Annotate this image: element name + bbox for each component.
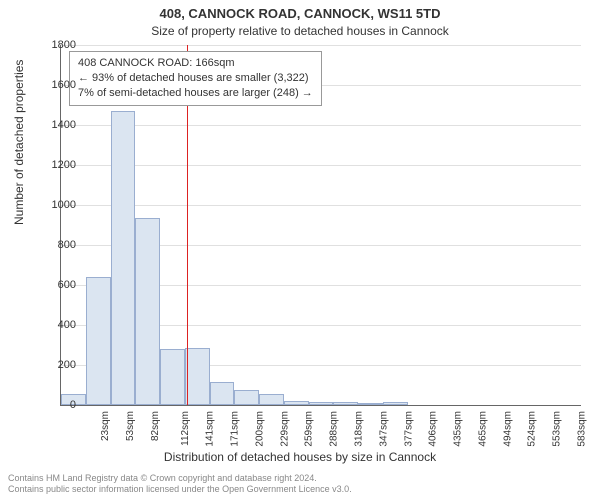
footer-line2: Contains public sector information licen… bbox=[8, 484, 352, 496]
x-tick-label: 406sqm bbox=[428, 411, 439, 447]
x-tick-label: 583sqm bbox=[576, 411, 587, 447]
histogram-bar bbox=[383, 402, 408, 405]
grid-line bbox=[61, 45, 581, 46]
grid-line bbox=[61, 125, 581, 126]
x-tick-label: 435sqm bbox=[453, 411, 464, 447]
x-tick-label: 141sqm bbox=[205, 411, 216, 447]
x-tick-label: 494sqm bbox=[502, 411, 513, 447]
histogram-bar bbox=[86, 277, 111, 405]
x-tick-label: 171sqm bbox=[230, 411, 241, 447]
y-tick-label: 1400 bbox=[40, 119, 76, 131]
histogram-bar bbox=[111, 111, 136, 405]
x-axis-label: Distribution of detached houses by size … bbox=[0, 450, 600, 464]
info-line3: 7% of semi-detached houses are larger (2… bbox=[78, 86, 313, 101]
histogram-bar bbox=[135, 218, 160, 405]
footer: Contains HM Land Registry data © Crown c… bbox=[8, 473, 352, 496]
y-tick-label: 800 bbox=[40, 239, 76, 251]
histogram-bar bbox=[185, 348, 210, 405]
x-tick-label: 288sqm bbox=[329, 411, 340, 447]
histogram-bar bbox=[160, 349, 185, 405]
info-box: 408 CANNOCK ROAD: 166sqm ← 93% of detach… bbox=[69, 51, 322, 106]
x-tick-label: 318sqm bbox=[354, 411, 365, 447]
chart-title-main: 408, CANNOCK ROAD, CANNOCK, WS11 5TD bbox=[0, 6, 600, 21]
y-tick-label: 600 bbox=[40, 279, 76, 291]
plot-area: 408 CANNOCK ROAD: 166sqm ← 93% of detach… bbox=[60, 45, 581, 406]
x-tick-label: 377sqm bbox=[403, 411, 414, 447]
chart-title-sub: Size of property relative to detached ho… bbox=[0, 24, 600, 38]
footer-line1: Contains HM Land Registry data © Crown c… bbox=[8, 473, 352, 485]
histogram-bar bbox=[259, 394, 284, 405]
histogram-bar bbox=[210, 382, 235, 405]
y-tick-label: 1800 bbox=[40, 39, 76, 51]
x-tick-label: 229sqm bbox=[279, 411, 290, 447]
y-tick-label: 0 bbox=[40, 399, 76, 411]
info-line2: ← 93% of detached houses are smaller (3,… bbox=[78, 71, 313, 86]
x-tick-label: 524sqm bbox=[527, 411, 538, 447]
x-tick-label: 82sqm bbox=[150, 411, 161, 441]
x-tick-label: 112sqm bbox=[180, 411, 191, 446]
histogram-bar bbox=[234, 390, 259, 405]
y-tick-label: 400 bbox=[40, 319, 76, 331]
histogram-bar bbox=[358, 403, 383, 405]
x-tick-label: 347sqm bbox=[378, 411, 389, 447]
histogram-bar bbox=[309, 402, 334, 405]
x-tick-label: 259sqm bbox=[304, 411, 315, 447]
y-tick-label: 1600 bbox=[40, 79, 76, 91]
y-tick-label: 1000 bbox=[40, 199, 76, 211]
grid-line bbox=[61, 205, 581, 206]
x-tick-label: 553sqm bbox=[552, 411, 563, 447]
y-tick-label: 1200 bbox=[40, 159, 76, 171]
histogram-bar bbox=[284, 401, 309, 405]
x-tick-label: 53sqm bbox=[125, 411, 136, 441]
chart-container: 408, CANNOCK ROAD, CANNOCK, WS11 5TD Siz… bbox=[0, 0, 600, 500]
x-tick-label: 200sqm bbox=[255, 411, 266, 447]
y-axis-label: Number of detached properties bbox=[12, 60, 26, 225]
info-line1: 408 CANNOCK ROAD: 166sqm bbox=[78, 56, 313, 71]
y-tick-label: 200 bbox=[40, 359, 76, 371]
x-tick-label: 23sqm bbox=[100, 411, 111, 441]
grid-line bbox=[61, 165, 581, 166]
histogram-bar bbox=[333, 402, 358, 405]
x-tick-label: 465sqm bbox=[477, 411, 488, 447]
